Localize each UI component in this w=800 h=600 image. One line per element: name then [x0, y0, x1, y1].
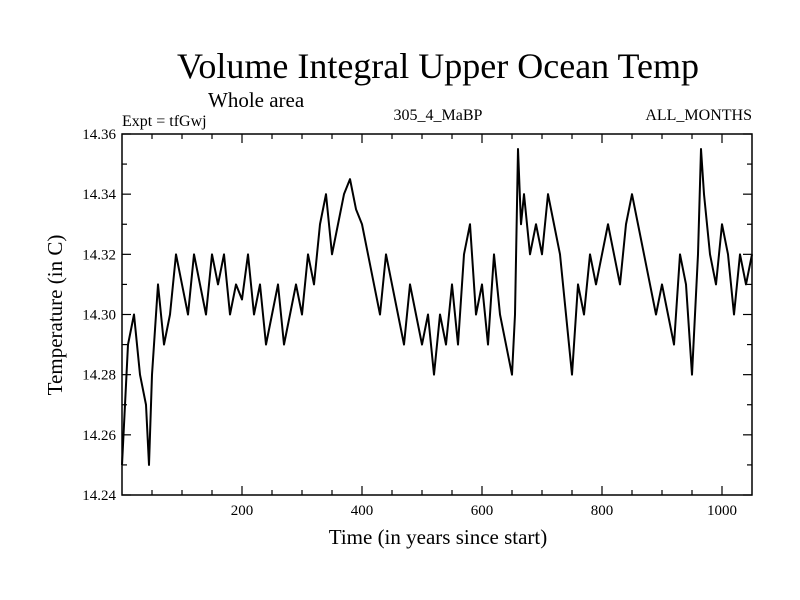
y-tick-label: 14.24: [82, 488, 116, 504]
x-axis-label: Time (in years since start): [329, 525, 548, 549]
right-label: ALL_MONTHS: [645, 107, 752, 124]
x-tick-label: 200: [231, 503, 254, 519]
x-tick-label: 1000: [707, 503, 737, 519]
y-tick-label: 14.36: [82, 127, 116, 143]
chart-title: Volume Integral Upper Ocean Temp: [177, 46, 699, 86]
y-tick-label: 14.26: [82, 428, 116, 444]
x-tick-label: 800: [591, 503, 614, 519]
y-tick-label: 14.32: [82, 247, 116, 263]
experiment-label: Expt = tfGwj: [122, 113, 207, 130]
y-tick-label: 14.28: [82, 368, 116, 384]
y-tick-label: 14.34: [82, 187, 116, 203]
plot-frame: [121, 133, 753, 496]
chart-subtitle: Whole area: [208, 88, 305, 112]
center-label: 305_4_MaBP: [394, 107, 483, 124]
series-line: [121, 148, 753, 466]
y-axis-label: Temperature (in C): [43, 235, 67, 396]
x-tick-label: 400: [351, 503, 374, 519]
x-tick-label: 600: [471, 503, 494, 519]
y-tick-label: 14.30: [82, 308, 116, 324]
